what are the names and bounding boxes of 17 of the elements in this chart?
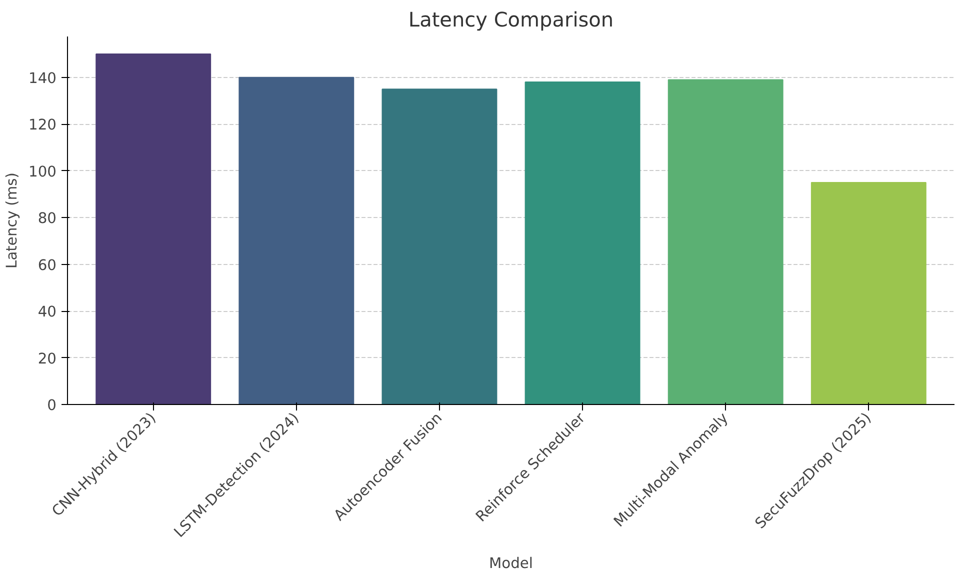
y-tick-label: 0: [47, 397, 57, 414]
y-axis-title: Latency (ms): [4, 172, 21, 268]
bar: [524, 82, 640, 404]
bar: [668, 79, 784, 404]
bar: [810, 182, 926, 404]
y-tick-label: 140: [28, 70, 57, 87]
y-tick-label: 100: [28, 163, 57, 180]
bar: [238, 76, 354, 404]
chart-title: Latency Comparison: [408, 8, 614, 32]
bar: [96, 54, 212, 404]
y-tick-label: 40: [38, 304, 57, 321]
y-tick-label: 120: [28, 116, 57, 134]
x-axis-title: Model: [489, 554, 534, 572]
y-tick-label: 20: [38, 350, 57, 368]
y-tick-label: 80: [38, 210, 57, 228]
bar: [382, 88, 498, 404]
y-tick-label: 60: [38, 256, 57, 274]
